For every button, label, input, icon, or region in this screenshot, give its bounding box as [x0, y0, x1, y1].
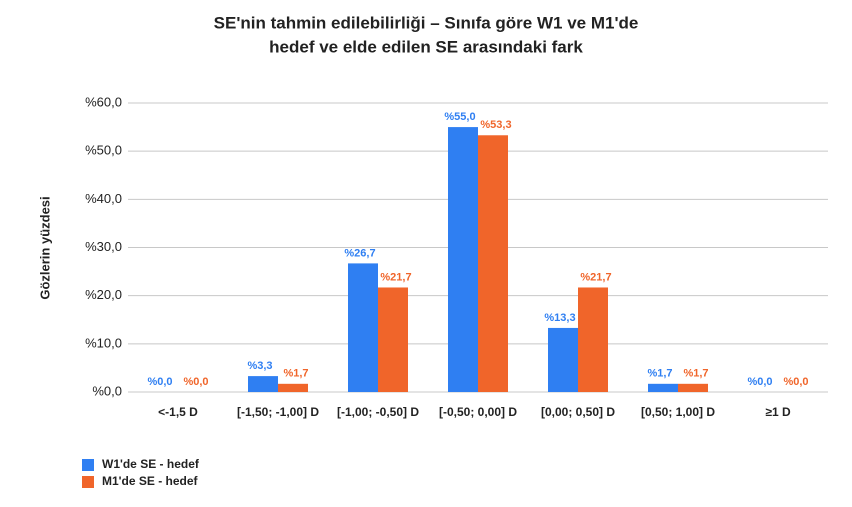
chart-title: SE'nin tahmin edilebilirliği – Sınıfa gö… [214, 13, 639, 32]
legend-label: W1'de SE - hedef [102, 457, 200, 471]
bar [348, 263, 378, 392]
bar [478, 135, 508, 392]
legend-swatch [82, 459, 94, 471]
data-label: %1,7 [283, 368, 308, 380]
data-label: %21,7 [380, 271, 411, 283]
y-tick-label: %50,0 [85, 143, 122, 158]
bar [578, 287, 608, 392]
y-tick-label: %0,0 [92, 383, 122, 398]
data-label: %55,0 [444, 111, 475, 123]
y-tick-label: %60,0 [85, 94, 122, 109]
data-label: %0,0 [147, 376, 172, 388]
legend-label: M1'de SE - hedef [102, 474, 199, 488]
x-tick-label: ≥1 D [765, 405, 791, 419]
x-tick-label: [0,50; 1,00] D [641, 405, 715, 419]
bar [248, 376, 278, 392]
data-label: %53,3 [480, 119, 511, 131]
y-tick-label: %40,0 [85, 191, 122, 206]
legend-swatch [82, 476, 94, 488]
chart-title: hedef ve elde edilen SE arasındaki fark [269, 37, 583, 56]
bar [448, 127, 478, 392]
data-label: %3,3 [247, 360, 272, 372]
x-tick-label: [-0,50; 0,00] D [439, 405, 517, 419]
y-tick-label: %10,0 [85, 335, 122, 350]
x-tick-label: [-1,50; -1,00] D [237, 405, 319, 419]
bar [278, 383, 308, 392]
data-label: %13,3 [544, 312, 575, 324]
bar [678, 383, 708, 392]
y-tick-label: %30,0 [85, 239, 122, 254]
y-axis-label: Gözlerin yüzdesi [37, 196, 52, 299]
y-tick-label: %20,0 [85, 287, 122, 302]
bar [548, 327, 578, 392]
x-tick-label: [0,00; 0,50] D [541, 405, 615, 419]
data-label: %1,7 [683, 368, 708, 380]
data-label: %0,0 [183, 376, 208, 388]
data-label: %1,7 [647, 368, 672, 380]
data-label: %26,7 [344, 247, 375, 259]
data-label: %0,0 [747, 376, 772, 388]
bar [648, 383, 678, 392]
bar [378, 287, 408, 392]
data-label: %0,0 [783, 376, 808, 388]
data-label: %21,7 [580, 271, 611, 283]
x-tick-label: [-1,00; -0,50] D [337, 405, 419, 419]
x-tick-label: <-1,5 D [158, 405, 198, 419]
